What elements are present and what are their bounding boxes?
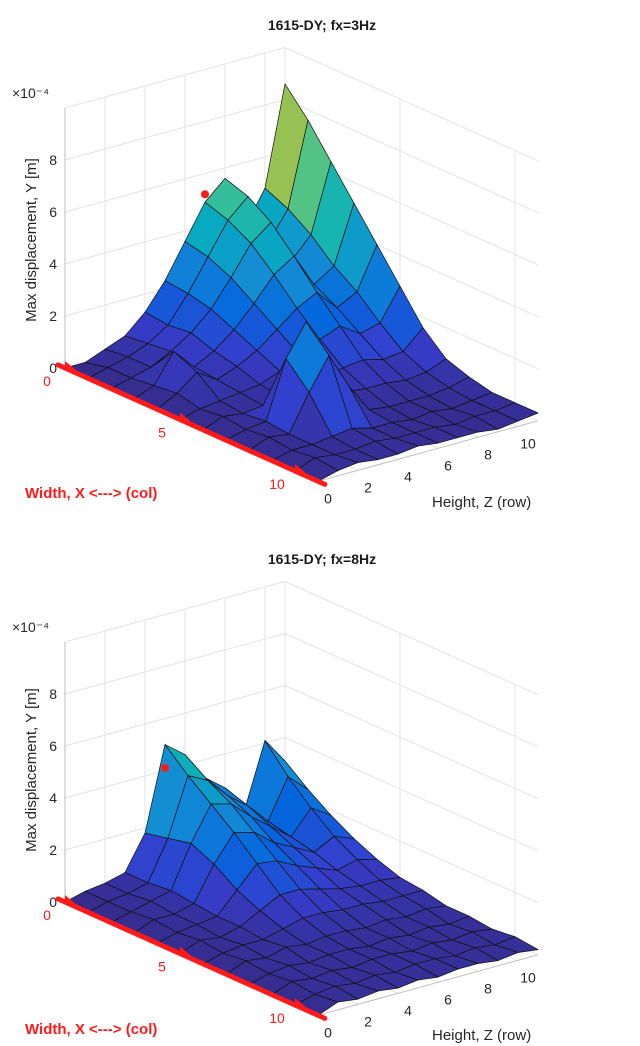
x-axis-label: Width, X <---> (col) xyxy=(25,1021,157,1038)
y-axis-label: Max displacement, Y [m] xyxy=(23,158,40,322)
gridline xyxy=(284,99,539,214)
peak-marker xyxy=(161,763,169,772)
chart-title: 1615-DY; fx=8Hz xyxy=(268,551,376,567)
x-tick-label: 5 xyxy=(158,959,166,975)
z-axis-line xyxy=(317,954,539,1016)
z-axis-line xyxy=(317,420,539,482)
gridline xyxy=(284,685,539,800)
y-tick-label: 0 xyxy=(49,360,57,376)
chart-title: 1615-DY; fx=3Hz xyxy=(268,17,376,33)
x-tick-mark xyxy=(180,946,192,957)
z-tick-label: 4 xyxy=(404,1002,412,1018)
x-tick-label: 0 xyxy=(43,373,51,389)
x-tick-mark xyxy=(295,998,307,1008)
z-tick-label: 0 xyxy=(324,1024,332,1040)
x-tick-label: 0 xyxy=(43,907,51,923)
gridline xyxy=(64,47,286,109)
gridline xyxy=(284,633,539,748)
z-tick-label: 10 xyxy=(520,969,536,985)
y-tick-label: 8 xyxy=(49,686,57,702)
gridline xyxy=(64,581,286,643)
width-axis-line xyxy=(55,362,328,487)
peak-marker xyxy=(201,190,209,199)
y-tick-label: 8 xyxy=(49,152,57,168)
x-tick-mark xyxy=(180,412,192,423)
y-tick-label: 2 xyxy=(49,308,57,324)
x-tick-mark xyxy=(295,464,307,474)
x-tick-mark xyxy=(65,361,77,371)
x-tick-label: 10 xyxy=(269,1010,285,1026)
z-tick-label: 8 xyxy=(484,446,492,462)
gridline xyxy=(64,633,286,695)
y-tick-label: 0 xyxy=(49,894,57,910)
y-tick-label: 2 xyxy=(49,842,57,858)
y-tick-label: 6 xyxy=(49,204,57,220)
gridline xyxy=(64,99,286,161)
z-tick-label: 10 xyxy=(520,435,536,451)
exponent-label: ×10⁻⁴ xyxy=(12,85,49,101)
gridline xyxy=(284,47,539,162)
surface xyxy=(64,740,539,1016)
z-tick-label: 6 xyxy=(444,457,452,473)
x-tick-label: 10 xyxy=(269,476,285,492)
panel-8hz: 1615-DY; fx=8Hz ×10⁻⁴ Max displacement, … xyxy=(12,551,539,1044)
gridline xyxy=(284,581,539,696)
exponent-label: ×10⁻⁴ xyxy=(12,619,49,635)
z-tick-label: 4 xyxy=(404,468,412,484)
y-tick-label: 6 xyxy=(49,738,57,754)
surface xyxy=(64,83,539,482)
x-tick-mark xyxy=(65,895,77,905)
width-axis-line xyxy=(55,896,328,1021)
x-tick-label: 5 xyxy=(158,425,166,441)
z-axis-label: Height, Z (row) xyxy=(432,1027,531,1044)
gridline xyxy=(64,685,286,747)
gridline xyxy=(284,789,539,904)
z-tick-label: 6 xyxy=(444,991,452,1007)
y-axis-label: Max displacement, Y [m] xyxy=(23,688,40,852)
panel-3hz: 1615-DY; fx=3Hz ×10⁻⁴ Max displacement, … xyxy=(12,17,539,511)
gridline xyxy=(284,737,539,852)
z-tick-label: 0 xyxy=(324,490,332,506)
z-tick-label: 2 xyxy=(364,1013,372,1029)
gridline xyxy=(64,151,286,213)
y-tick-label: 4 xyxy=(49,790,57,806)
y-tick-label: 4 xyxy=(49,256,57,272)
z-tick-label: 8 xyxy=(484,980,492,996)
x-axis-label: Width, X <---> (col) xyxy=(25,485,157,502)
z-axis-label: Height, Z (row) xyxy=(432,494,531,511)
z-tick-label: 2 xyxy=(364,479,372,495)
